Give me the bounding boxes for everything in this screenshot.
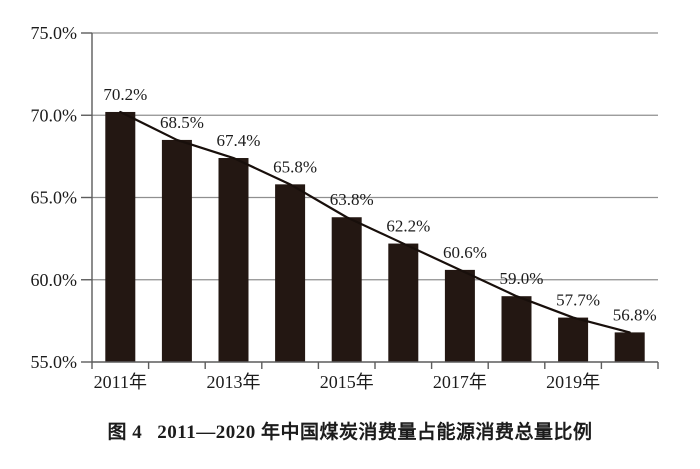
y-axis-tick-label: 60.0% [31, 270, 78, 290]
x-axis-tick-label: 2013年 [207, 372, 261, 392]
bar-chart: 55.0% 60.0% 65.0% 70.0% 75.0% 2011年 2013年 2015年… [31, 23, 659, 392]
bar-value-label: 62.2% [386, 217, 430, 236]
bar-2013年 [218, 158, 249, 362]
bar-2012年 [161, 139, 192, 362]
bar-value-label: 60.6% [443, 243, 487, 262]
bar-2014年 [275, 184, 306, 362]
figure-number-label: 图 4 [107, 421, 143, 443]
y-axis-tick-label: 75.0% [31, 23, 78, 43]
bar-2015年 [331, 217, 362, 362]
x-axis-tick-label: 2017年 [433, 372, 487, 392]
y-axis-tick-label: 55.0% [31, 352, 78, 372]
bar-2017年 [444, 269, 475, 362]
bar-2011年 [105, 111, 136, 363]
bar-value-label: 56.8% [613, 305, 657, 324]
figure-caption-text: 2011—2020 年中国煤炭消费量占能源消费总量比例 [157, 421, 593, 443]
chart-canvas: 55.0% 60.0% 65.0% 70.0% 75.0% 2011年 2013年 2015年… [31, 23, 659, 392]
bar-value-label: 57.7% [556, 291, 600, 310]
bar-value-label: 59.0% [500, 269, 544, 288]
bar-value-label: 65.8% [273, 157, 317, 176]
bar-2018年 [501, 296, 532, 362]
x-axis-tick-label: 2015年 [320, 372, 374, 392]
x-axis-tick-label: 2011年 [94, 372, 147, 392]
bar-2016年 [388, 243, 419, 362]
bar-value-label: 63.8% [330, 190, 374, 209]
x-axis-tick-label: 2019年 [546, 372, 600, 392]
figure-caption: 图 4 2011—2020 年中国煤炭消费量占能源消费总量比例 [0, 414, 700, 446]
trend-line [119, 110, 631, 334]
bar-value-label: 67.4% [217, 131, 261, 150]
bar-value-label: 68.5% [160, 113, 204, 132]
bar-2019年 [558, 317, 589, 362]
bar-value-label: 70.2% [103, 85, 147, 104]
bar-2020年 [614, 332, 645, 362]
y-axis-tick-label: 70.0% [31, 105, 78, 125]
y-axis-tick-label: 65.0% [31, 188, 78, 208]
